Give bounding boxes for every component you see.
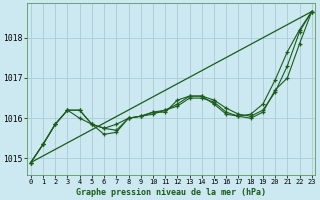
X-axis label: Graphe pression niveau de la mer (hPa): Graphe pression niveau de la mer (hPa) [76,188,266,197]
